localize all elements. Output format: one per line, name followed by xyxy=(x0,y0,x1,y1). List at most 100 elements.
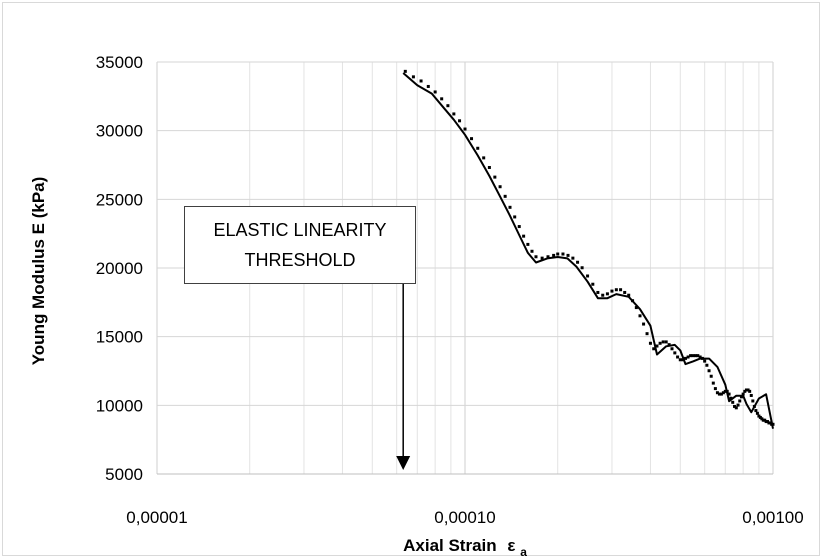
data-point xyxy=(667,343,671,347)
data-point xyxy=(655,344,659,348)
data-point xyxy=(619,288,623,292)
data-point xyxy=(526,242,530,246)
data-point xyxy=(463,127,467,131)
annotation-line-2: THRESHOLD xyxy=(244,250,356,270)
data-point xyxy=(561,252,565,256)
y-axis-title: Young Modulus E (kPa) xyxy=(29,177,48,366)
data-point xyxy=(721,391,725,395)
series-dots xyxy=(403,69,775,426)
data-point xyxy=(676,355,680,359)
x-tick-labels: 0,00001 0,00010 0,00100 xyxy=(126,508,803,527)
data-point xyxy=(580,266,584,270)
data-point xyxy=(522,234,526,238)
data-point xyxy=(715,391,719,395)
data-point xyxy=(689,354,693,358)
data-point xyxy=(771,422,775,426)
data-point xyxy=(433,90,437,94)
data-point xyxy=(552,253,556,257)
data-point xyxy=(638,314,642,318)
data-point xyxy=(534,255,538,259)
data-point xyxy=(743,389,747,393)
data-point xyxy=(403,69,407,73)
data-point xyxy=(733,404,737,408)
data-point xyxy=(723,389,727,393)
data-point xyxy=(530,249,534,253)
data-point xyxy=(470,137,474,141)
y-tick-label: 20000 xyxy=(96,259,143,278)
x-axis-title: Axial Strain ε a xyxy=(403,536,527,559)
data-point xyxy=(727,392,731,396)
data-point xyxy=(586,274,590,278)
arrow-head xyxy=(396,456,411,470)
data-point xyxy=(556,252,560,256)
data-point xyxy=(645,332,649,336)
annotation-arrow xyxy=(396,284,411,470)
data-point xyxy=(652,347,656,351)
data-point xyxy=(698,355,702,359)
data-point xyxy=(719,392,723,396)
y-tick-label: 5000 xyxy=(105,465,143,484)
data-point xyxy=(693,354,697,358)
y-tick-label: 30000 xyxy=(96,122,143,141)
data-point xyxy=(736,403,740,407)
data-point xyxy=(631,299,635,303)
data-point xyxy=(503,194,507,198)
data-point xyxy=(741,392,745,396)
data-point xyxy=(739,395,743,399)
data-point xyxy=(754,409,758,413)
data-point xyxy=(711,381,715,385)
x-tick-label: 0,00100 xyxy=(742,508,803,527)
data-point xyxy=(540,256,544,260)
y-tick-label: 35000 xyxy=(96,53,143,72)
series-line xyxy=(402,72,774,429)
data-point xyxy=(681,358,685,362)
data-point xyxy=(734,406,738,410)
x-tick-label: 0,00001 xyxy=(126,508,187,527)
data-point xyxy=(610,289,614,293)
data-point xyxy=(426,84,430,88)
data-point xyxy=(709,374,713,378)
data-point xyxy=(678,358,682,362)
data-point xyxy=(476,146,480,150)
data-point xyxy=(684,356,688,360)
data-point xyxy=(673,351,677,355)
data-point xyxy=(661,340,665,344)
data-point xyxy=(746,388,750,392)
data-point xyxy=(658,341,662,345)
data-point xyxy=(482,156,486,160)
data-point xyxy=(738,399,742,403)
data-point xyxy=(731,400,735,404)
data-point xyxy=(686,355,690,359)
data-point xyxy=(696,354,700,358)
data-point xyxy=(627,293,631,297)
y-tick-labels: 5000 10000 15000 20000 25000 30000 35000 xyxy=(96,53,143,484)
data-point xyxy=(729,396,733,400)
data-point xyxy=(744,388,748,392)
data-point xyxy=(571,256,575,260)
data-point xyxy=(601,293,605,297)
series-line-path xyxy=(402,72,774,429)
y-tick-label: 15000 xyxy=(96,328,143,347)
data-point xyxy=(691,354,695,358)
data-point xyxy=(614,288,618,292)
data-point xyxy=(419,79,423,83)
data-point xyxy=(670,347,674,351)
y-tick-label: 10000 xyxy=(96,396,143,415)
elastic-linearity-threshold-annotation: ELASTIC LINEARITY THRESHOLD xyxy=(184,206,416,284)
data-point xyxy=(452,112,456,116)
data-point xyxy=(508,205,512,209)
data-point xyxy=(751,399,755,403)
data-point xyxy=(487,165,491,169)
data-point xyxy=(493,175,497,179)
data-point xyxy=(752,404,756,408)
x-axis-title-symbol: ε xyxy=(507,536,515,555)
data-point xyxy=(446,104,450,108)
data-point xyxy=(498,185,502,189)
y-tick-label: 25000 xyxy=(96,190,143,209)
data-point xyxy=(664,340,668,344)
data-point xyxy=(440,97,444,101)
data-point xyxy=(576,260,580,264)
data-point xyxy=(713,387,717,391)
